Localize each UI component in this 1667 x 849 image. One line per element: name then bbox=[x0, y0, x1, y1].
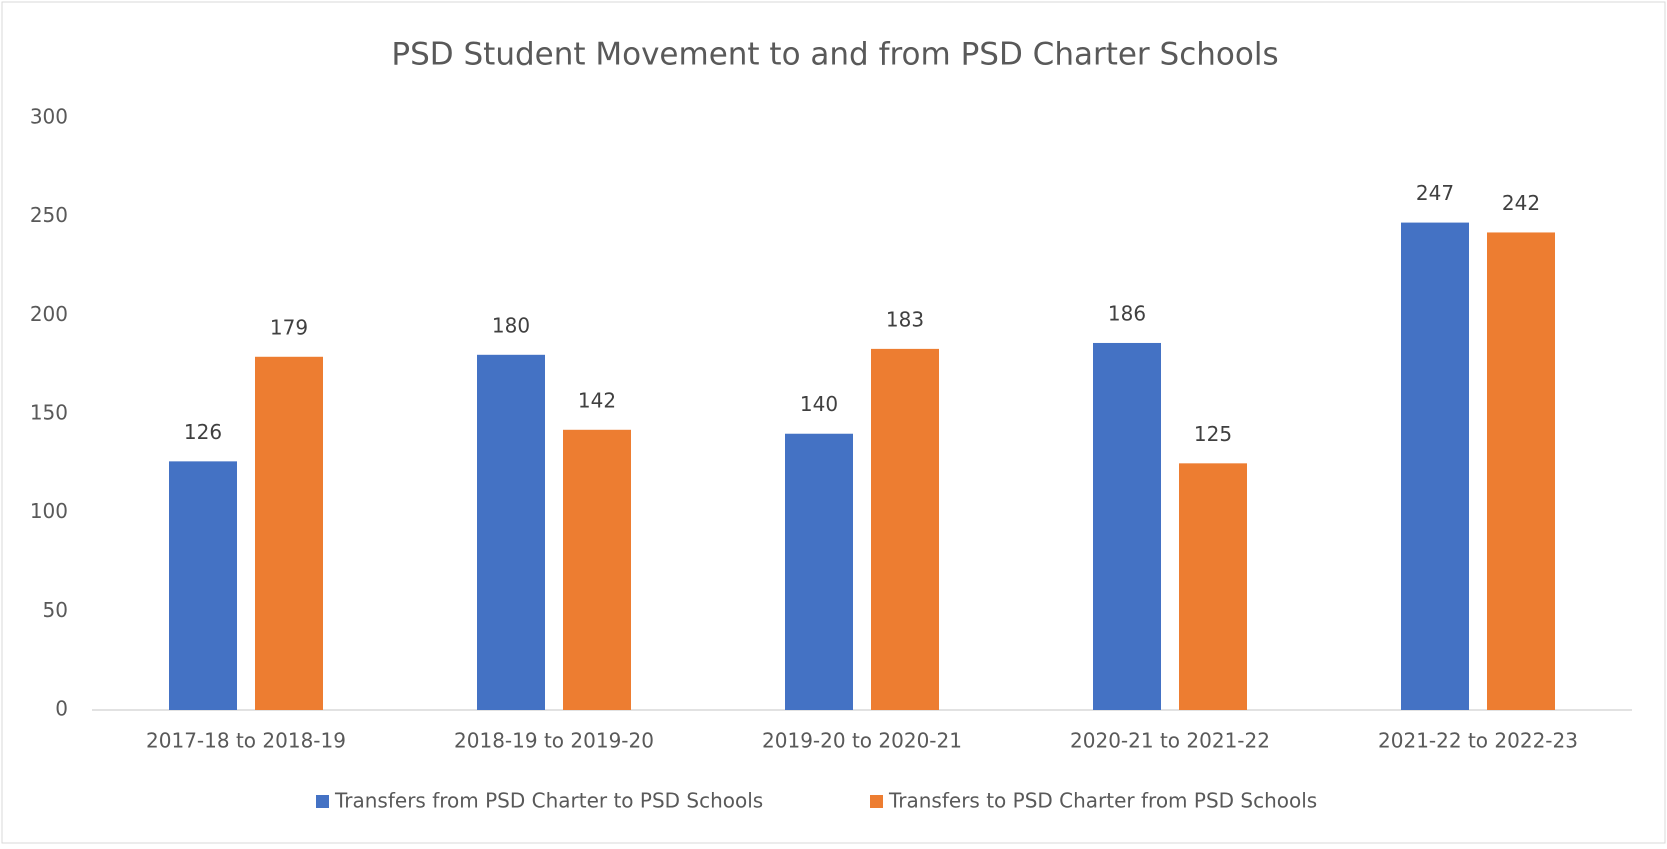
data-label: 186 bbox=[1108, 301, 1146, 325]
y-tick-label: 0 bbox=[55, 697, 68, 721]
y-tick-label: 50 bbox=[43, 598, 68, 622]
bar bbox=[1487, 232, 1555, 710]
data-label: 247 bbox=[1416, 181, 1454, 205]
x-tick-label: 2017-18 to 2018-19 bbox=[146, 729, 346, 753]
data-label: 140 bbox=[800, 392, 838, 416]
data-label: 126 bbox=[184, 420, 222, 444]
x-tick-label: 2018-19 to 2019-20 bbox=[454, 729, 654, 753]
bar bbox=[871, 348, 939, 710]
data-label: 179 bbox=[270, 315, 308, 339]
legend-swatch bbox=[316, 795, 329, 808]
y-tick-label: 300 bbox=[30, 105, 68, 129]
chart-title: PSD Student Movement to and from PSD Cha… bbox=[391, 37, 1278, 73]
x-tick-label: 2021-22 to 2022-23 bbox=[1378, 729, 1578, 753]
bar bbox=[563, 429, 631, 710]
bar bbox=[477, 354, 545, 710]
bar bbox=[1401, 222, 1469, 710]
data-label: 183 bbox=[886, 307, 924, 331]
x-tick-label: 2019-20 to 2020-21 bbox=[762, 729, 962, 753]
bar bbox=[1179, 463, 1247, 710]
data-label: 242 bbox=[1502, 191, 1540, 215]
x-tick-label: 2020-21 to 2021-22 bbox=[1070, 729, 1270, 753]
bar bbox=[169, 461, 237, 710]
y-tick-label: 150 bbox=[30, 401, 68, 425]
y-tick-label: 200 bbox=[30, 302, 68, 326]
bar bbox=[785, 433, 853, 710]
legend-label: Transfers from PSD Charter to PSD School… bbox=[334, 789, 763, 813]
legend-label: Transfers to PSD Charter from PSD School… bbox=[888, 789, 1317, 813]
data-label: 125 bbox=[1194, 422, 1232, 446]
bar bbox=[1093, 342, 1161, 710]
data-label: 142 bbox=[578, 388, 616, 412]
y-tick-label: 100 bbox=[30, 499, 68, 523]
legend-swatch bbox=[870, 795, 883, 808]
data-label: 180 bbox=[492, 313, 530, 337]
y-tick-label: 250 bbox=[30, 203, 68, 227]
bar bbox=[255, 356, 323, 710]
